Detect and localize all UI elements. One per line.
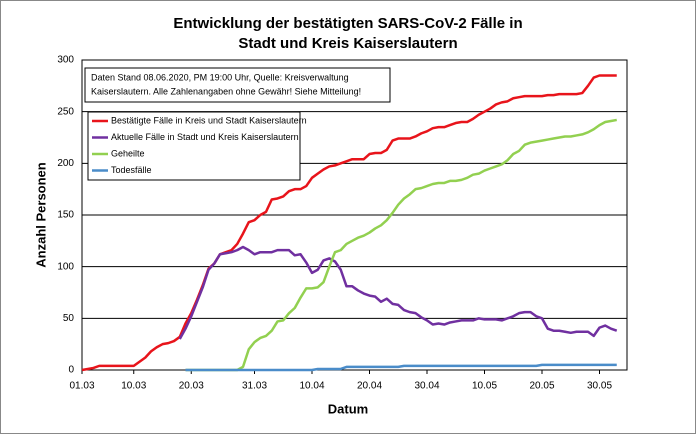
y-tick-label: 300 <box>57 55 74 66</box>
series-line <box>81 74 617 372</box>
annotation: Kaiserslautern. Alle Zahlenangaben ohne … <box>91 86 361 96</box>
chart-title: Stadt und Kreis Kaiserslautern <box>238 35 457 52</box>
y-tick-label: 0 <box>68 365 74 376</box>
x-tick-label: 20.03 <box>179 381 204 392</box>
y-tick-label: 100 <box>57 261 74 272</box>
legend-box <box>87 111 301 181</box>
series-line <box>178 245 618 340</box>
x-tick-label: 30.04 <box>414 381 439 392</box>
series-line <box>185 363 617 372</box>
legend-label: Aktuelle Fälle in Stadt und Kreis Kaiser… <box>111 132 299 142</box>
legend-label: Todesfälle <box>111 165 152 175</box>
x-tick-label: 20.05 <box>529 381 554 392</box>
annotation: Daten Stand 08.06.2020, PM 19:00 Uhr, Qu… <box>91 72 349 82</box>
y-tick-label: 200 <box>57 158 74 169</box>
y-tick-label: 150 <box>57 210 74 221</box>
y-tick-label: 50 <box>63 313 75 324</box>
x-tick-label: 20.04 <box>357 381 382 392</box>
x-tick-label: 10.05 <box>472 381 497 392</box>
y-tick-label: 250 <box>57 106 74 117</box>
x-tick-label: 10.03 <box>121 381 146 392</box>
x-tick-label: 31.03 <box>242 381 267 392</box>
x-tick-label: 01.03 <box>69 381 94 392</box>
x-tick-label: 10.04 <box>299 381 324 392</box>
legend-label: Bestätigte Fälle in Kreis und Stadt Kais… <box>111 115 307 125</box>
series-line <box>185 118 617 372</box>
annotation-box <box>84 67 391 103</box>
legend-label: Geheilte <box>111 148 145 158</box>
x-tick-label: 30.05 <box>587 381 612 392</box>
x-axis-label: Datum <box>328 401 368 416</box>
chart-title: Entwicklung der bestätigten SARS-CoV-2 F… <box>173 15 522 32</box>
y-axis-label: Anzahl Personen <box>33 162 48 268</box>
